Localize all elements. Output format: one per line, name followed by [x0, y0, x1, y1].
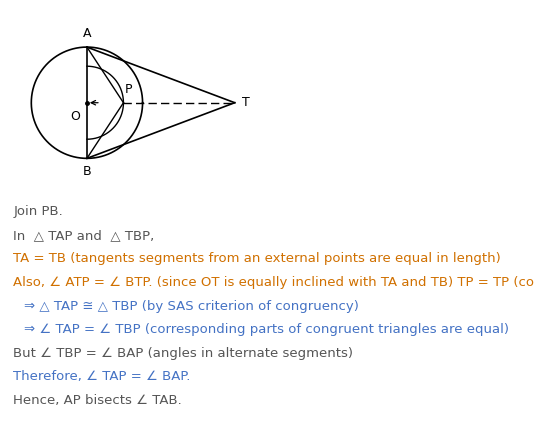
Text: ⇒ △ TAP ≅ △ TBP (by SAS criterion of congruency): ⇒ △ TAP ≅ △ TBP (by SAS criterion of con…	[24, 300, 359, 312]
Text: O: O	[70, 110, 80, 123]
Text: TA = TB (tangents segments from an external points are equal in length): TA = TB (tangents segments from an exter…	[13, 253, 501, 265]
Text: Hence, AP bisects ∠ TAB.: Hence, AP bisects ∠ TAB.	[13, 394, 182, 407]
Text: A: A	[83, 27, 91, 40]
Text: Therefore, ∠ TAP = ∠ BAP.: Therefore, ∠ TAP = ∠ BAP.	[13, 370, 191, 383]
Text: Also, ∠ ATP = ∠ BTP. (since OT is equally inclined with TA and TB) TP = TP (comm: Also, ∠ ATP = ∠ BTP. (since OT is equall…	[13, 276, 535, 289]
Text: ⇒ ∠ TAP = ∠ TBP (corresponding parts of congruent triangles are equal): ⇒ ∠ TAP = ∠ TBP (corresponding parts of …	[24, 323, 509, 336]
Text: B: B	[82, 165, 91, 178]
Text: T: T	[242, 96, 249, 109]
Text: In  △ TAP and  △ TBP,: In △ TAP and △ TBP,	[13, 229, 155, 242]
Text: P: P	[125, 83, 133, 96]
Text: Join PB.: Join PB.	[13, 205, 63, 218]
Text: But ∠ TBP = ∠ BAP (angles in alternate segments): But ∠ TBP = ∠ BAP (angles in alternate s…	[13, 347, 354, 360]
